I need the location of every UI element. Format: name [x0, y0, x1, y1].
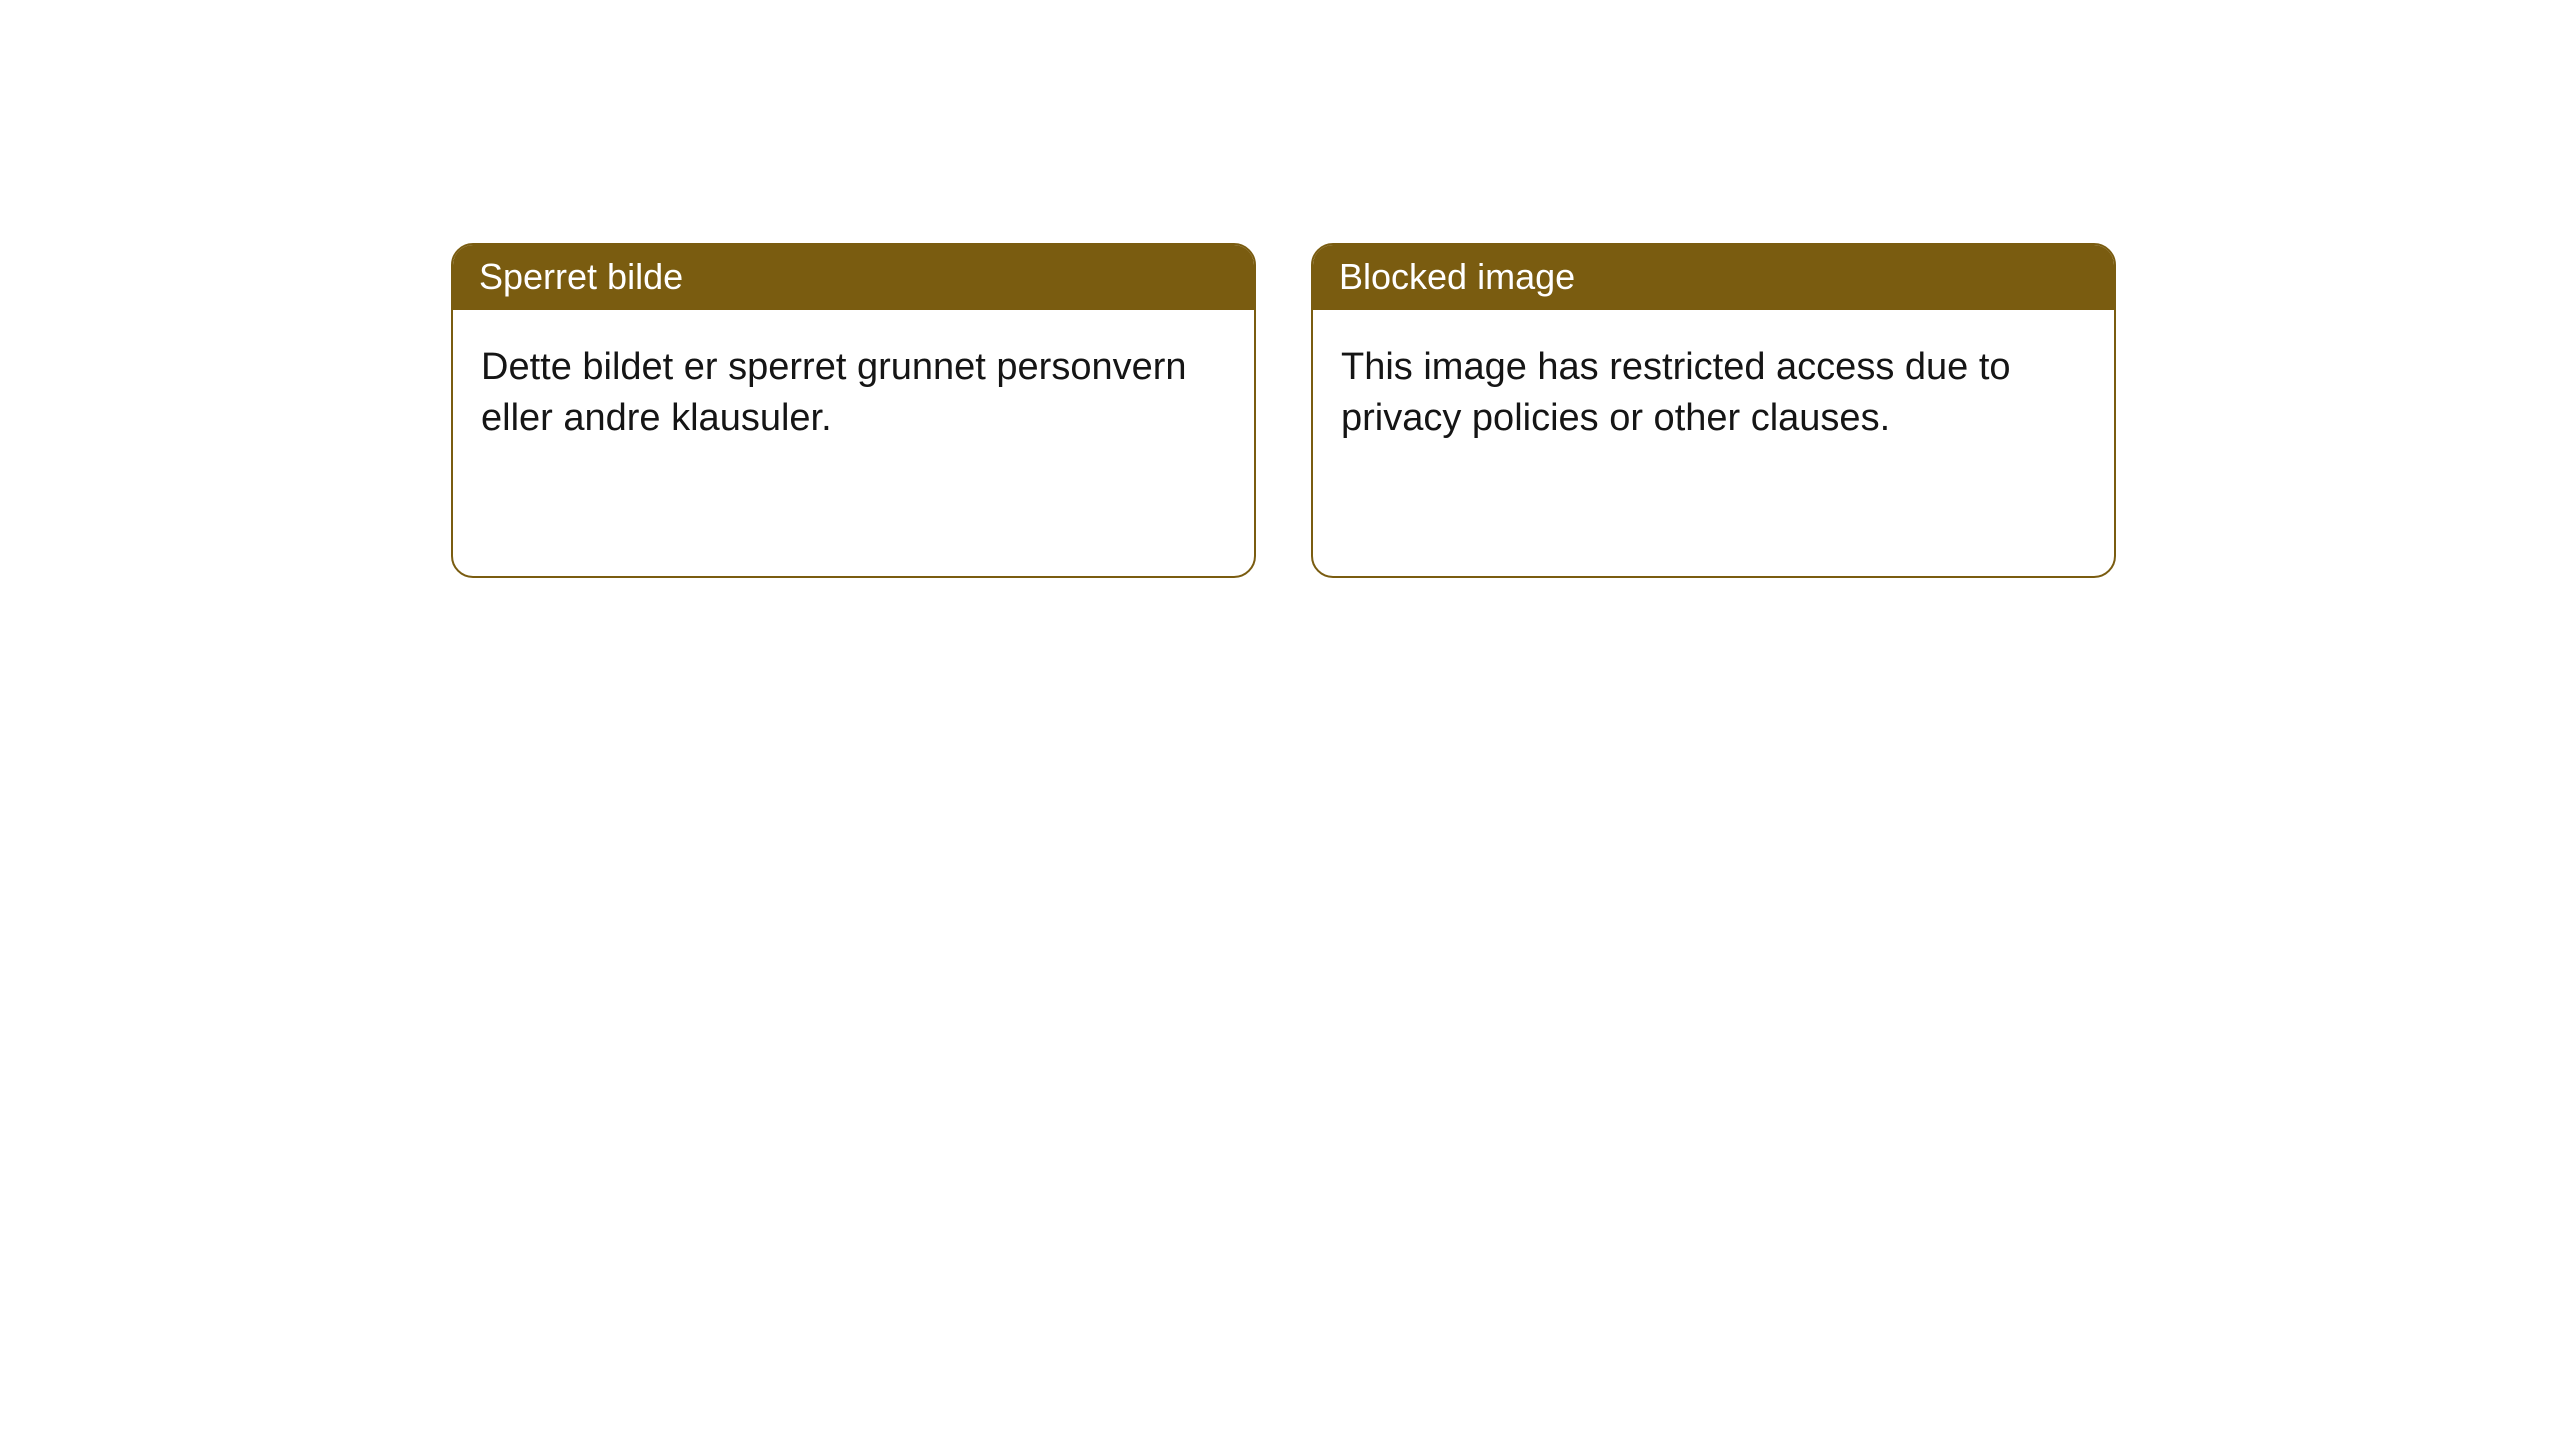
card-message: This image has restricted access due to … — [1313, 310, 2114, 477]
notice-card-group: Sperret bilde Dette bildet er sperret gr… — [451, 243, 2116, 578]
card-title: Sperret bilde — [453, 245, 1254, 310]
card-title: Blocked image — [1313, 245, 2114, 310]
card-message: Dette bildet er sperret grunnet personve… — [453, 310, 1254, 477]
notice-card-norwegian: Sperret bilde Dette bildet er sperret gr… — [451, 243, 1256, 578]
notice-card-english: Blocked image This image has restricted … — [1311, 243, 2116, 578]
